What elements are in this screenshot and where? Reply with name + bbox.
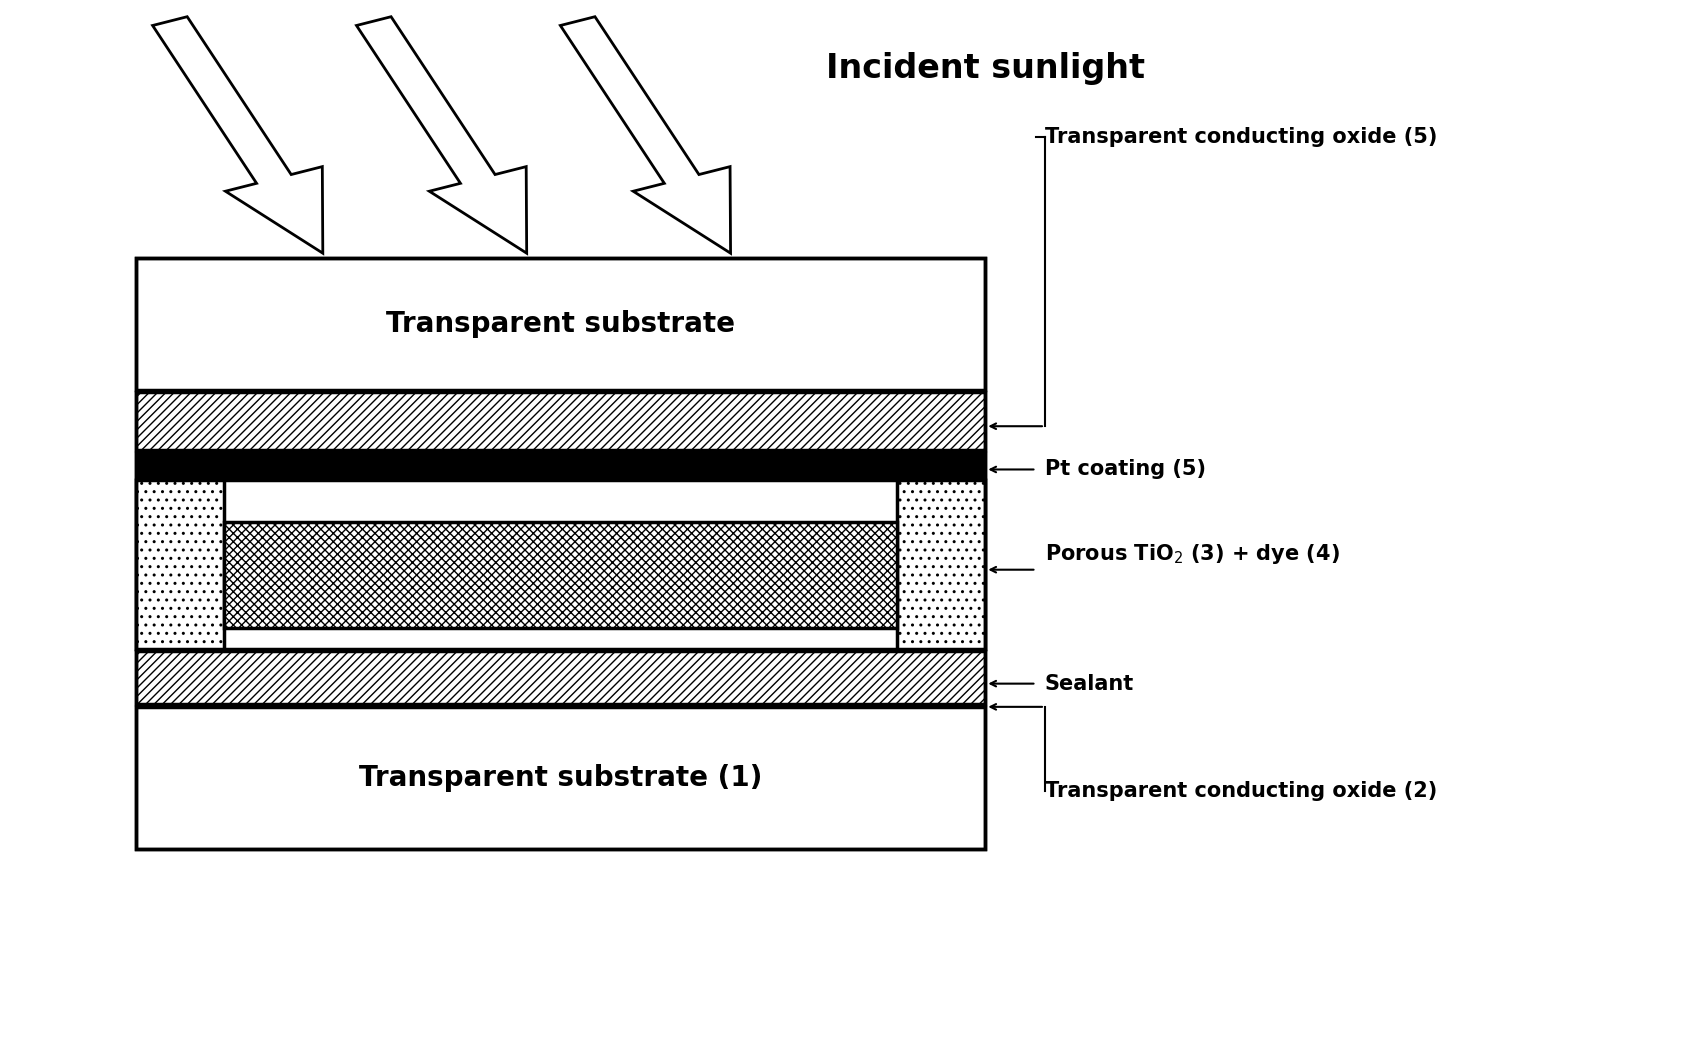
Bar xyxy=(224,522,897,628)
Bar xyxy=(136,453,985,477)
Bar xyxy=(136,480,224,649)
FancyArrow shape xyxy=(560,17,730,253)
FancyArrow shape xyxy=(357,17,526,253)
Text: Porous TiO$_2$ (3) + dye (4): Porous TiO$_2$ (3) + dye (4) xyxy=(1044,542,1338,565)
Text: Transparent substrate: Transparent substrate xyxy=(385,310,735,339)
Text: Transparent conducting oxide (5): Transparent conducting oxide (5) xyxy=(1044,128,1437,147)
Bar xyxy=(897,480,985,649)
Text: Transparent conducting oxide (2): Transparent conducting oxide (2) xyxy=(1044,782,1437,801)
Text: Sealant: Sealant xyxy=(1044,674,1134,693)
Bar xyxy=(136,651,985,704)
Text: Transparent substrate (1): Transparent substrate (1) xyxy=(358,764,762,792)
Bar xyxy=(136,707,985,849)
Text: Incident sunlight: Incident sunlight xyxy=(825,52,1144,85)
Bar xyxy=(136,258,985,849)
Text: Pt coating (5): Pt coating (5) xyxy=(1044,460,1206,479)
Bar xyxy=(136,480,985,649)
Bar xyxy=(136,392,985,450)
Text: Electrolyte (6): Electrolyte (6) xyxy=(453,536,667,561)
Bar xyxy=(136,258,985,390)
FancyArrow shape xyxy=(153,17,323,253)
